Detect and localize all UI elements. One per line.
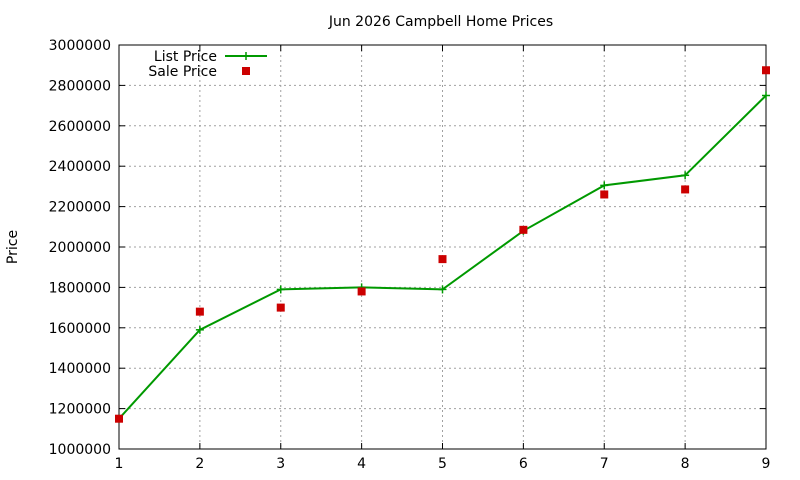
sale-price-point [681, 185, 690, 194]
x-tick-label: 1 [115, 456, 124, 472]
sale-price-point [115, 414, 123, 423]
legend: List Price Sale Price [148, 49, 267, 80]
grid [119, 45, 766, 449]
x-tick-label: 6 [519, 456, 528, 472]
y-tick-label: 1600000 [49, 321, 111, 337]
x-tick-label: 5 [438, 456, 447, 472]
x-tick-label: 7 [600, 456, 609, 472]
sale-price-point [276, 303, 285, 312]
sale-price-point [357, 287, 366, 296]
y-tick-label: 3000000 [49, 38, 111, 54]
sale-price-point [195, 307, 204, 316]
y-tick-label: 2600000 [49, 119, 111, 135]
sale-price-point [762, 66, 770, 75]
y-tick-label: 1400000 [49, 361, 111, 377]
y-tick-label: 1800000 [49, 280, 111, 296]
legend-marker [242, 52, 250, 60]
list-price-point [195, 325, 204, 334]
x-tick-label: 3 [276, 456, 285, 472]
legend-sample-sale-price [242, 67, 250, 75]
axis-ticks: 1 2 3 4 5 6 7 8 9 1000000 1200000 1400000 1600000 180… [49, 38, 771, 472]
x-tick-label: 8 [681, 456, 690, 472]
y-tick-label: 2200000 [49, 200, 111, 216]
list-price-point [762, 91, 770, 100]
y-tick-label: 1000000 [49, 442, 111, 458]
x-tick-label: 2 [195, 456, 204, 472]
legend-label-sale-price: Sale Price [148, 64, 217, 80]
list-price-point [438, 285, 447, 294]
y-tick-label: 2000000 [49, 240, 111, 256]
legend-label-list-price: List Price [154, 49, 217, 65]
sale-price-point [600, 190, 609, 199]
y-tick-label: 2400000 [49, 159, 111, 175]
x-tick-label: 4 [357, 456, 366, 472]
chart-title: Jun 2026 Campbell Home Prices [328, 14, 553, 30]
y-tick-label: 2800000 [49, 78, 111, 94]
list-price-point [276, 285, 285, 294]
legend-sample-list-price [225, 52, 267, 60]
y-axis-label: Price [5, 230, 21, 264]
sale-price-point [519, 225, 528, 234]
y-tick-label: 1200000 [49, 402, 111, 418]
list-price-point [681, 171, 690, 180]
x-tick-label: 9 [762, 456, 771, 472]
series-layer [115, 66, 770, 423]
list-price-point [600, 181, 609, 190]
legend-marker [242, 67, 250, 75]
sale-price-point [438, 255, 447, 264]
